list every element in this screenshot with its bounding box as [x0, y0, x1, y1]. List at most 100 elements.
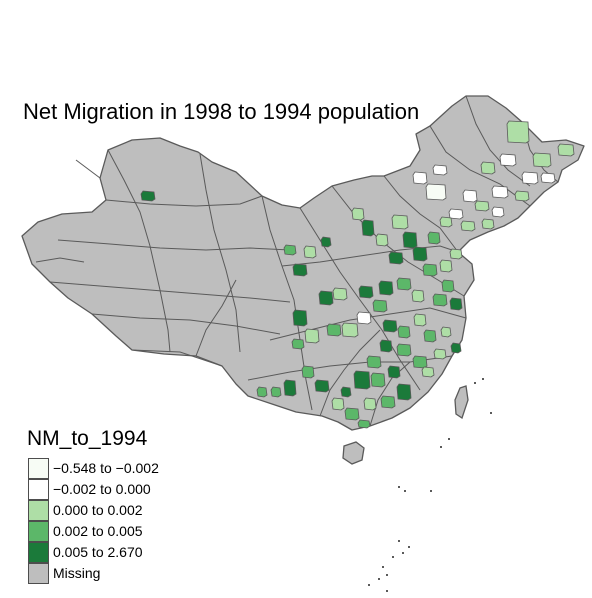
county-region	[379, 339, 393, 353]
island-dot	[386, 590, 388, 592]
county-region	[402, 231, 418, 249]
county-region	[331, 397, 345, 411]
county-region	[353, 370, 371, 390]
county-region	[532, 152, 552, 168]
island-dot	[398, 540, 400, 542]
island-dot	[448, 438, 450, 440]
county-region	[292, 309, 308, 327]
legend-swatch-3	[28, 500, 49, 521]
county-region	[557, 143, 575, 157]
county-region	[540, 172, 556, 184]
county-region	[491, 185, 509, 199]
island-dot	[398, 486, 400, 488]
county-region	[318, 290, 334, 306]
county-region	[387, 365, 401, 379]
county-region	[292, 263, 308, 277]
county-region	[372, 299, 388, 313]
county-region	[439, 216, 453, 228]
county-region	[421, 366, 435, 378]
county-region	[283, 244, 297, 256]
legend-label-4: 0.002 to 0.005	[53, 523, 143, 539]
county-region	[439, 259, 453, 273]
island-dot	[368, 584, 370, 586]
county-region	[380, 395, 396, 409]
county-region	[340, 386, 352, 398]
legend-title: NM_to_1994	[27, 427, 148, 450]
county-region	[460, 220, 476, 232]
legend-label-5: 0.005 to 2.670	[53, 544, 143, 560]
county-region	[396, 343, 412, 357]
county-region	[326, 323, 342, 337]
county-region	[396, 277, 412, 291]
legend-swatch-2	[28, 479, 49, 500]
county-region	[412, 355, 428, 369]
legend-swatch-1	[28, 458, 49, 479]
county-region	[291, 338, 305, 350]
island-dot	[430, 490, 432, 492]
island-dot	[482, 378, 484, 380]
county-region	[411, 289, 425, 303]
island-dot	[440, 446, 442, 448]
county-region	[441, 279, 455, 293]
county-region	[425, 183, 447, 201]
county-region	[256, 386, 268, 398]
map-title: Net Migration in 1998 to 1994 population	[23, 99, 420, 124]
island-dot	[474, 382, 476, 384]
hainan-island	[342, 441, 365, 465]
county-region	[391, 214, 409, 230]
county-region	[450, 342, 462, 354]
county-region	[521, 171, 539, 185]
county-region	[412, 171, 428, 185]
county-region	[270, 386, 282, 398]
county-region	[363, 397, 377, 411]
county-region	[370, 372, 386, 388]
island-dot	[382, 566, 384, 568]
county-region	[449, 297, 463, 311]
china-landmass	[21, 95, 585, 465]
island-dot	[408, 546, 410, 548]
county-region	[303, 245, 317, 259]
county-region	[499, 153, 517, 167]
county-region	[481, 218, 495, 230]
mainland-outline	[21, 95, 585, 431]
legend-label-3: 0.000 to 0.002	[53, 502, 143, 518]
island-dot	[402, 552, 404, 554]
county-region	[423, 329, 437, 343]
county-region	[396, 383, 412, 401]
county-region	[378, 280, 394, 296]
county-region	[375, 233, 389, 247]
county-region	[320, 236, 332, 248]
island-dot	[386, 574, 388, 576]
county-region	[304, 328, 320, 344]
county-regions	[140, 120, 575, 429]
county-region	[422, 263, 438, 277]
county-region	[412, 246, 428, 262]
county-region	[397, 325, 411, 339]
taiwan-island	[454, 385, 469, 420]
island-dot	[404, 490, 406, 492]
county-region	[449, 248, 463, 260]
legend-label-1: −0.548 to −0.002	[53, 460, 159, 476]
county-region	[332, 287, 348, 301]
county-region	[448, 208, 464, 220]
county-region	[480, 161, 496, 175]
county-region	[440, 326, 452, 338]
south-sea-islands	[368, 378, 492, 592]
county-region	[491, 206, 505, 218]
county-region	[301, 365, 315, 379]
county-region	[140, 190, 156, 202]
county-region	[357, 419, 371, 429]
county-region	[358, 285, 374, 299]
county-region	[361, 219, 375, 237]
county-region	[341, 322, 359, 338]
county-region	[432, 164, 448, 176]
county-region	[514, 190, 530, 202]
legend-label-6: Missing	[53, 565, 101, 581]
county-region	[506, 120, 530, 144]
island-dot	[378, 578, 380, 580]
island-dot	[392, 556, 394, 558]
county-region	[433, 348, 447, 360]
county-region	[382, 319, 398, 333]
county-region	[351, 207, 365, 221]
